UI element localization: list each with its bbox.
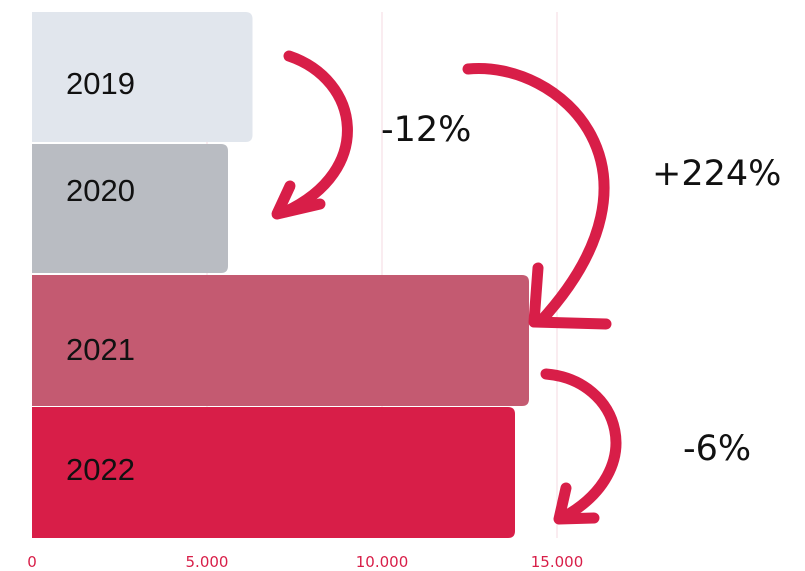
arrow-2019-2021-head — [528, 262, 612, 330]
x-tick-label: 5.000 — [186, 553, 229, 571]
category-label: 2019 — [66, 66, 135, 101]
bar-2022 — [32, 407, 515, 538]
category-label: 2021 — [66, 332, 135, 367]
bar-2020 — [32, 144, 228, 273]
category-label: 2022 — [66, 452, 135, 487]
bar-2019 — [32, 12, 253, 142]
category-labels: 2019 2020 2021 2022 — [66, 66, 135, 487]
x-axis-ticks: 0 5.000 10.000 15.000 — [27, 553, 583, 571]
x-tick-label: 0 — [27, 553, 37, 571]
arrow-2019-2020-head — [271, 180, 326, 220]
annotation-label: -6% — [683, 429, 751, 469]
arrow-2019-2021 — [462, 63, 610, 328]
annotation-label: -12% — [381, 110, 471, 150]
arrow-2021-2022 — [540, 368, 622, 524]
annotations: -12% +224% -6% — [381, 110, 781, 469]
category-label: 2020 — [66, 173, 135, 208]
bars — [32, 12, 529, 538]
arrows — [271, 50, 622, 525]
arrow-2021-2022-head — [553, 482, 600, 525]
arrow-2019-2020 — [279, 50, 353, 218]
annotation-label: +224% — [652, 154, 781, 194]
x-tick-label: 10.000 — [356, 553, 409, 571]
x-tick-label: 15.000 — [531, 553, 584, 571]
bar-2021 — [32, 275, 529, 406]
